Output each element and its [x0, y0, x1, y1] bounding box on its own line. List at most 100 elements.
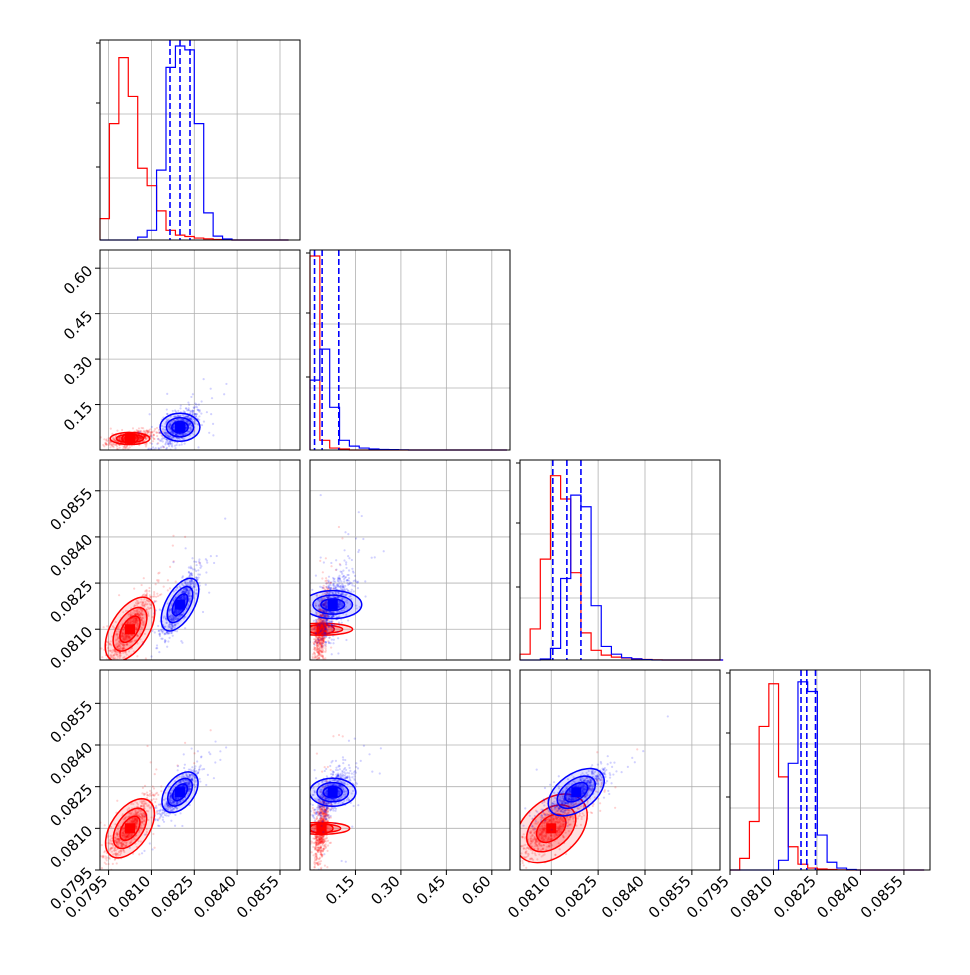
scatter-point-red	[325, 577, 327, 579]
scatter-point-red	[323, 585, 325, 587]
scatter-point-blue	[129, 672, 131, 674]
scatter-point-blue	[331, 624, 333, 626]
scatter-point-red	[312, 663, 314, 665]
scatter-point-blue	[333, 628, 335, 630]
scatter-point-blue	[149, 413, 151, 415]
scatter-point-blue	[322, 633, 324, 635]
scatter-point-blue	[332, 577, 334, 579]
scatter-point-red	[316, 644, 318, 646]
scatter-point-red	[160, 790, 162, 792]
scatter-point-red	[108, 863, 110, 865]
scatter-point-red	[113, 885, 115, 887]
scatter-point-red	[318, 650, 320, 652]
scatter-point-blue	[339, 577, 341, 579]
scatter-point-blue	[159, 635, 161, 637]
scatter-point-blue	[168, 445, 170, 447]
scatter-point-blue	[197, 573, 199, 575]
scatter-point-blue	[150, 435, 152, 437]
scatter-point-blue	[158, 651, 160, 653]
scatter-point-red	[153, 591, 155, 593]
scatter-point-red	[317, 670, 319, 672]
scatter-point-red	[153, 593, 155, 595]
scatter-point-blue	[185, 407, 187, 409]
scatter-point-red	[324, 651, 326, 653]
scatter-point-blue	[164, 633, 166, 635]
scatter-point-blue	[159, 609, 161, 611]
scatter-point-red	[153, 438, 155, 440]
scatter-point-blue	[311, 589, 313, 591]
scatter-point-blue	[188, 409, 190, 411]
scatter-point-red	[156, 427, 158, 429]
scatter-point-blue	[351, 559, 353, 561]
scatter-point-red	[95, 666, 97, 668]
scatter-point-blue	[208, 592, 210, 594]
scatter-point-blue	[190, 396, 192, 398]
scatter-point-red	[154, 773, 156, 775]
scatter-point-blue	[155, 447, 157, 449]
scatter-point-red	[117, 891, 119, 893]
scatter-point-blue	[323, 674, 325, 676]
scatter-point-red	[146, 791, 148, 793]
scatter-point-blue	[184, 442, 186, 444]
scatter-point-red	[101, 867, 103, 869]
scatter-point-red	[156, 435, 158, 437]
scatter-point-red	[91, 856, 93, 858]
scatter-point-red	[146, 745, 148, 747]
scatter-point-blue	[187, 401, 189, 403]
scatter-point-red	[313, 652, 315, 654]
scatter-point-red	[87, 698, 89, 700]
scatter-point-blue	[198, 415, 200, 417]
scatter-point-blue	[313, 620, 315, 622]
scatter-point-blue	[191, 412, 193, 414]
scatter-group	[290, 494, 384, 713]
scatter-point-red	[324, 657, 326, 659]
scatter-point-blue	[177, 410, 179, 412]
scatter-point-blue	[151, 630, 153, 632]
scatter-point-blue	[205, 584, 207, 586]
scatter-point-blue	[343, 578, 345, 580]
scatter-point-blue	[194, 406, 196, 408]
scatter-point-red	[167, 589, 169, 591]
scatter-point-red	[314, 657, 316, 659]
scatter-point-blue	[200, 565, 202, 567]
scatter-point-blue	[176, 667, 178, 669]
scatter-point-blue	[320, 638, 322, 640]
scatter-point-blue	[193, 406, 195, 408]
scatter-point-red	[322, 649, 324, 651]
scatter-point-blue	[192, 568, 194, 570]
scatter-point-blue	[189, 574, 191, 576]
scatter-point-blue	[195, 564, 197, 566]
scatter-point-blue	[345, 563, 347, 565]
scatter-point-red	[330, 646, 332, 648]
scatter-point-blue	[331, 621, 333, 623]
scatter-point-red	[88, 911, 90, 913]
scatter-point-red	[318, 666, 320, 668]
scatter-point-blue	[198, 404, 200, 406]
scatter-point-blue	[212, 423, 214, 425]
scatter-point-blue	[200, 400, 202, 402]
scatter-point-red	[111, 443, 113, 445]
scatter-point-red	[160, 785, 162, 787]
scatter-point-blue	[179, 407, 181, 409]
scatter-point-blue	[161, 632, 163, 634]
scatter-point-blue	[371, 557, 373, 559]
scatter-point-red	[338, 526, 340, 528]
scatter-point-red	[143, 794, 145, 796]
scatter-point-blue	[172, 635, 174, 637]
scatter-point-blue	[137, 431, 139, 433]
scatter-point-blue	[362, 538, 364, 540]
scatter-point-red	[90, 698, 92, 700]
scatter-point-red	[318, 657, 320, 659]
scatter-point-blue	[332, 584, 334, 586]
scatter-point-red	[153, 430, 155, 432]
scatter-point-red	[112, 662, 114, 664]
scatter-point-red	[96, 866, 98, 868]
scatter-point-red	[110, 872, 112, 874]
scatter-point-blue	[364, 595, 366, 597]
scatter-point-red	[167, 579, 169, 581]
scatter-point-blue	[170, 632, 172, 634]
scatter-point-red	[118, 447, 120, 449]
scatter-point-blue	[160, 446, 162, 448]
scatter-point-red	[156, 593, 158, 595]
scatter-point-blue	[347, 533, 349, 535]
